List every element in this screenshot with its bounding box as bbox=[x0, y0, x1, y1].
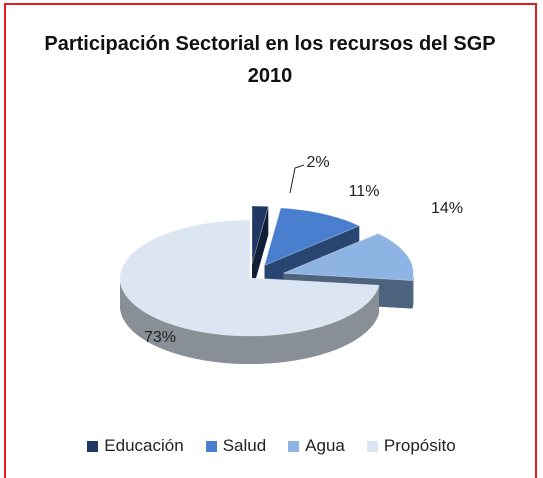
data-label: 11% bbox=[349, 183, 380, 200]
legend-swatch bbox=[366, 440, 378, 452]
legend-swatch bbox=[87, 440, 99, 452]
legend-item: Salud bbox=[205, 436, 267, 456]
slice-side bbox=[412, 273, 414, 309]
legend-item: Educación bbox=[87, 436, 184, 456]
legend-label: Propósito bbox=[383, 436, 456, 455]
data-label: 2% bbox=[306, 154, 329, 171]
leader-line bbox=[289, 164, 305, 194]
legend: Educación Salud Agua Propósito bbox=[0, 436, 543, 456]
data-label: 73% bbox=[144, 329, 176, 346]
legend-label: Salud bbox=[222, 436, 267, 455]
chart-title: Participación Sectorial en los recursos … bbox=[44, 33, 496, 87]
legend-label: Agua bbox=[305, 436, 345, 455]
slice bbox=[283, 233, 414, 281]
slice-side bbox=[120, 278, 379, 364]
slice bbox=[119, 219, 380, 337]
frame bbox=[4, 3, 537, 478]
slice bbox=[264, 207, 361, 267]
slice-cut-face bbox=[252, 206, 269, 292]
data-label: 14% bbox=[431, 200, 463, 217]
legend-label: Educación bbox=[104, 436, 184, 455]
legend-item: Propósito bbox=[366, 436, 456, 456]
legend-swatch bbox=[288, 440, 300, 452]
slice bbox=[251, 205, 269, 265]
legend-swatch bbox=[205, 440, 217, 452]
legend-item: Agua bbox=[288, 436, 345, 456]
chart: 2% 11% 14% 73% bbox=[119, 154, 463, 364]
